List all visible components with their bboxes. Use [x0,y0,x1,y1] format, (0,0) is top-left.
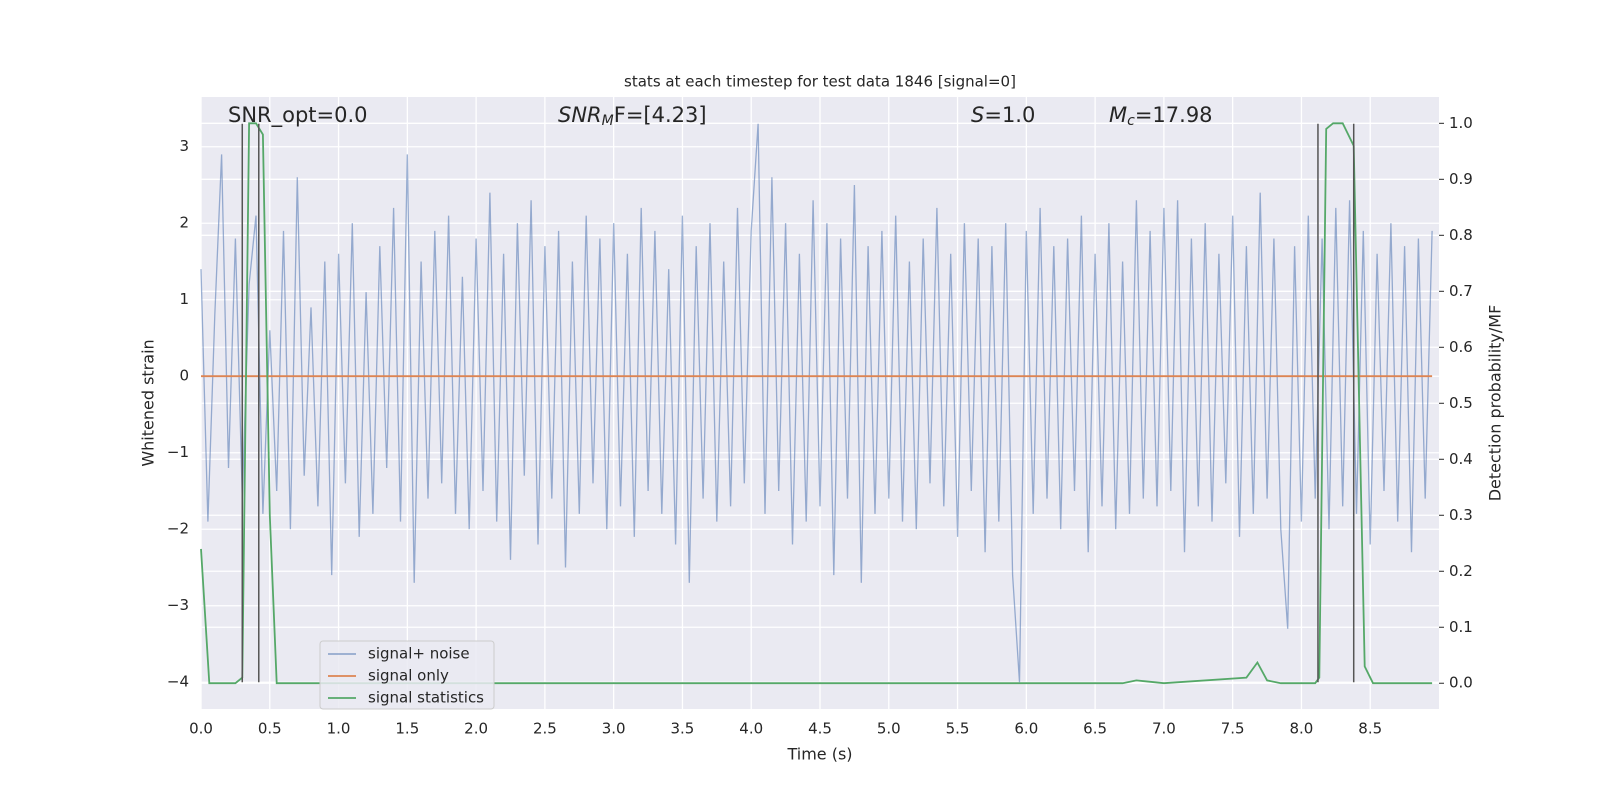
y2-axis-label: Detection probability/MF [1486,305,1505,502]
y-tick-label: −2 [167,520,189,538]
annotation: S=1.0 [971,103,1035,127]
y2-tick-label: 0.3 [1449,506,1473,524]
y-tick-label: 0 [179,367,189,385]
annotation: SNR_opt=0.0 [228,103,368,128]
x-tick-label: 8.5 [1358,720,1382,738]
marks [200,122,1433,685]
annotation: SNRMF=[4.23] [558,103,707,129]
y2-tick-label: 0.6 [1449,338,1473,356]
annotation: Mc=17.98 [1109,103,1213,129]
series-line [200,122,1433,685]
x-tick-label: 5.0 [877,720,901,738]
annotation-part: =1.0 [984,103,1035,127]
annotation-part: SNR_opt=0.0 [228,103,368,128]
annotation-part: =17.98 [1135,103,1213,127]
y-axis-label: Whitened strain [139,339,158,466]
x-tick-label: 8.0 [1290,720,1314,738]
x-tick-label: 3.0 [602,720,626,738]
x-tick-label: 2.5 [533,720,557,738]
x-tick-label: 6.5 [1083,720,1107,738]
y-tick-label: 1 [179,290,189,308]
legend-label: signal statistics [368,689,484,707]
y2-tick-label: 0.5 [1449,394,1473,412]
x-tick-label: 4.5 [808,720,832,738]
y2-tick-label: 0.2 [1449,562,1473,580]
y-tick-label: 3 [179,137,189,155]
y2-tick-label: 0.4 [1449,450,1473,468]
y2-tick-label: 0.8 [1449,226,1473,244]
y2-tick-label: 0.1 [1449,618,1473,636]
y-tick-label: −1 [167,443,189,461]
legend-label: signal+ noise [368,645,470,663]
x-tick-label: 7.0 [1152,720,1176,738]
series-line [200,123,1433,683]
chart-title: stats at each timestep for test data 184… [624,73,1016,91]
x-tick-label: 1.0 [327,720,351,738]
y2-tick-label: 0.7 [1449,282,1473,300]
annotation-part: c [1127,113,1135,129]
x-tick-label: 1.5 [395,720,419,738]
annotation-part: M [602,113,614,129]
legend-label: signal only [368,667,449,685]
annotation-part: F=[4.23] [614,103,707,127]
y2-tick-label: 0.0 [1449,674,1473,692]
y2-tick-label: 0.9 [1449,170,1473,188]
x-tick-label: 4.0 [739,720,763,738]
x-tick-label: 0.5 [258,720,282,738]
x-tick-label: 7.5 [1221,720,1245,738]
x-axis-label: Time (s) [786,745,852,764]
y-tick-label: 2 [179,214,189,232]
x-tick-label: 3.5 [671,720,695,738]
annotation-part: S [971,103,984,127]
annotation-part: M [1109,103,1127,127]
y-tick-label: −4 [167,673,189,691]
x-tick-label: 0.0 [189,720,213,738]
y2-tick-label: 1.0 [1449,114,1473,132]
legend-box [319,640,495,710]
y-tick-label: −3 [167,596,189,614]
x-tick-label: 5.5 [946,720,970,738]
annotation-part: SNR [558,103,602,127]
x-tick-label: 2.0 [464,720,488,738]
x-tick-label: 6.0 [1014,720,1038,738]
